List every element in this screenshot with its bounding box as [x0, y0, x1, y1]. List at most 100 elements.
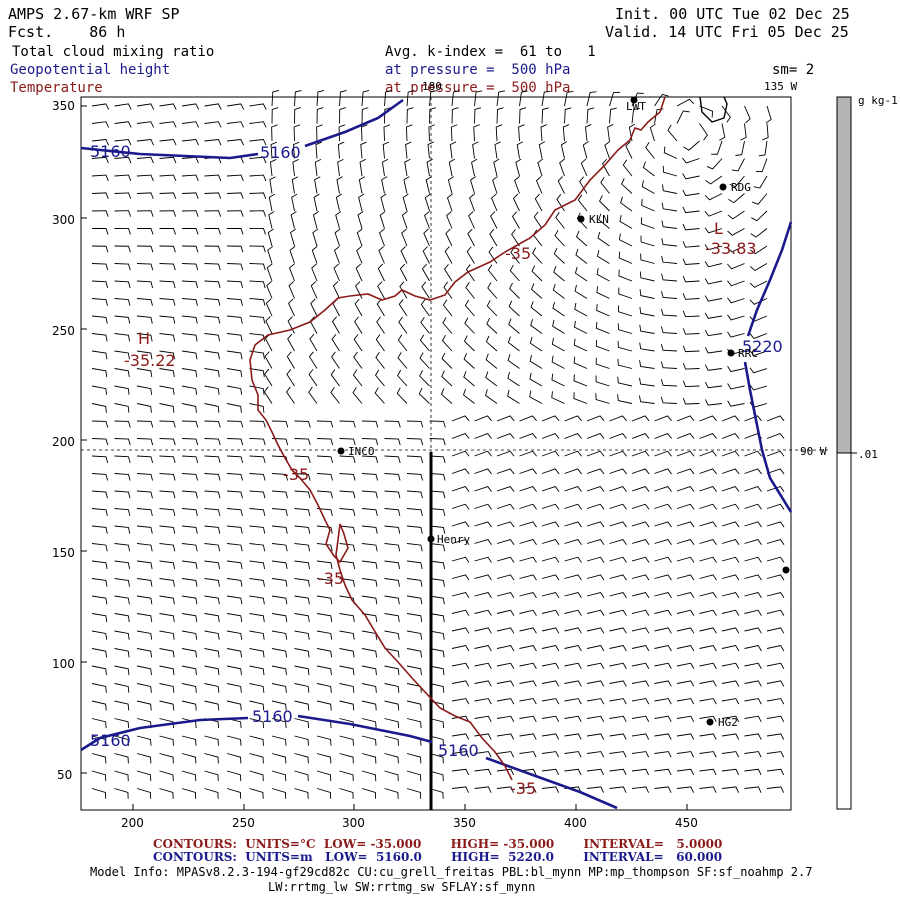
wind-barb: [91, 578, 108, 587]
wind-barb: [676, 486, 695, 492]
wind-barb: [740, 123, 747, 141]
wind-barb: [474, 539, 492, 546]
wind-barb: [136, 508, 153, 517]
wind-barb: [641, 199, 655, 212]
y-tick-label: 250: [52, 324, 75, 338]
wind-barb: [487, 282, 498, 299]
wind-barb: [159, 543, 176, 552]
wind-barb: [377, 281, 385, 299]
wind-barb: [654, 450, 672, 457]
wind-barb: [744, 609, 762, 616]
wind-barb: [339, 560, 356, 570]
wind-barb: [91, 700, 107, 711]
wind-barb: [136, 753, 152, 764]
wind-barb: [519, 486, 537, 492]
wind-barb: [485, 389, 498, 404]
wind-barb: [729, 175, 745, 188]
wind-barb: [264, 351, 273, 369]
wind-barb: [429, 788, 444, 799]
wind-barb: [519, 521, 537, 528]
wind-barb: [699, 698, 717, 705]
wind-barb: [91, 315, 108, 324]
wind-barb: [294, 560, 311, 570]
wind-barb: [533, 211, 543, 229]
wind-barb: [654, 503, 672, 510]
wind-barb: [226, 263, 244, 271]
wind-barb: [271, 490, 288, 499]
wind-barb: [744, 539, 762, 546]
wind-barb: [384, 560, 401, 570]
wind-barb: [384, 490, 401, 499]
wind-barb: [312, 228, 319, 247]
wind-barb: [586, 415, 605, 422]
wind-barb: [727, 280, 745, 287]
wind-barb: [564, 662, 582, 669]
wind-barb: [727, 331, 745, 338]
wind-barb: [451, 415, 470, 422]
wind-barb: [339, 490, 356, 499]
wind-barb: [573, 392, 588, 404]
wind-barb: [114, 455, 131, 463]
wind-barb: [654, 662, 672, 669]
wind-barb: [530, 301, 543, 317]
wind-barb: [699, 105, 713, 118]
wind-barb: [507, 389, 520, 404]
wind-barb: [294, 718, 310, 729]
wind-barb: [361, 438, 379, 446]
wind-barb: [639, 377, 655, 387]
forecast-hour: Fcst. 86 h: [8, 23, 126, 41]
wind-barb: [249, 525, 266, 534]
wind-barb: [564, 433, 582, 439]
wind-barb: [728, 193, 745, 204]
wind-barb: [496, 662, 515, 669]
wind-barb: [541, 715, 560, 723]
wind-barb: [91, 525, 108, 534]
wind-barb: [419, 334, 430, 352]
wind-barb: [585, 124, 592, 142]
wind-barb: [316, 455, 334, 463]
wind-barb: [358, 176, 366, 194]
wind-barb: [114, 630, 130, 640]
wind-barb: [496, 715, 515, 723]
wind-barb: [356, 246, 363, 264]
wind-barb: [766, 662, 785, 669]
wind-barb: [316, 525, 333, 534]
wind-barb: [265, 298, 273, 317]
wind-barb: [181, 210, 199, 217]
wind-barb: [114, 648, 130, 658]
colorbar-filled: [836, 96, 852, 454]
wind-barb: [352, 369, 363, 387]
wind-barb: [472, 141, 479, 159]
wind-barb: [699, 503, 717, 510]
wind-barb: [661, 255, 678, 264]
station-dot: [630, 96, 638, 104]
wind-barb: [136, 368, 153, 378]
wind-barb: [618, 233, 633, 247]
wind-barb: [114, 560, 131, 570]
wind-barb: [136, 245, 154, 253]
wind-barb: [375, 334, 385, 352]
wind-barb: [226, 298, 243, 306]
wind-barb: [474, 592, 492, 599]
wind-barb: [705, 175, 723, 185]
wind-barb: [271, 543, 288, 552]
wind-barb: [609, 107, 617, 124]
wind-barb: [159, 403, 175, 413]
wind-barb: [676, 680, 695, 687]
wind-barb: [699, 486, 717, 492]
wind-barb: [586, 751, 605, 758]
wind-barb: [451, 107, 459, 124]
wind-barb: [428, 124, 435, 142]
wind-barb: [114, 753, 129, 764]
wind-barb: [159, 280, 176, 289]
wind-barb: [474, 609, 492, 616]
wind-barb: [91, 385, 108, 395]
wind-barb: [462, 388, 475, 404]
wind-barb: [474, 450, 492, 457]
temp-contour-minus35: [249, 96, 666, 781]
wind-barb: [271, 753, 287, 764]
wind-barb: [609, 539, 627, 546]
wind-barb: [384, 630, 400, 640]
wind-barb: [249, 578, 265, 587]
wind-barb: [226, 333, 243, 342]
